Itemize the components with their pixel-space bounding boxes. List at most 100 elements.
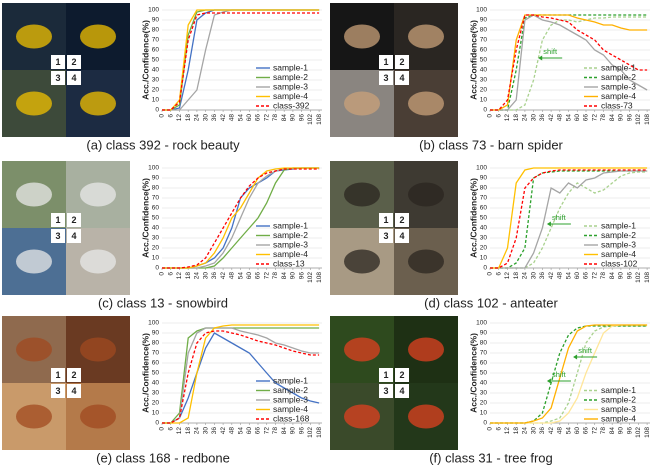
x-tick-label: 108: [644, 272, 651, 283]
x-tick-label: 30: [202, 427, 209, 435]
legend-label: sample-4: [273, 404, 308, 414]
x-tick-label: 24: [522, 272, 529, 280]
y-tick-label: 20: [152, 87, 160, 94]
annotation: shift: [552, 213, 567, 222]
image-number: 4: [71, 386, 76, 396]
image-number: 2: [399, 370, 404, 380]
legend-label: sample-3: [273, 394, 308, 404]
x-tick-label: 48: [229, 427, 236, 435]
y-tick-label: 50: [480, 370, 488, 377]
image-number: 2: [71, 370, 76, 380]
y-tick-label: 100: [476, 7, 487, 14]
x-tick-label: 96: [626, 272, 633, 280]
x-tick-label: 108: [316, 272, 323, 283]
x-tick-label: 60: [574, 427, 581, 435]
photo-subject: [344, 250, 380, 274]
image-number: 3: [55, 231, 60, 241]
photo-subject: [344, 25, 380, 49]
caption: (c) class 13 - snowbird: [98, 295, 228, 310]
x-tick-label: 78: [272, 272, 279, 280]
x-tick-label: 72: [591, 427, 598, 435]
x-tick-label: 90: [618, 272, 625, 280]
y-tick-label: 0: [483, 107, 487, 114]
photo-subject: [16, 405, 52, 429]
figure: 1234010203040506070809010006121824303642…: [0, 0, 652, 468]
image-number: 1: [55, 215, 60, 225]
y-tick-label: 70: [152, 350, 160, 357]
y-tick-label: 100: [148, 320, 159, 327]
photo-subject: [344, 405, 380, 429]
x-tick-label: 102: [307, 272, 314, 283]
legend-label: class-102: [601, 258, 638, 268]
y-tick-label: 50: [152, 215, 160, 222]
x-tick-label: 42: [220, 272, 227, 280]
y-tick-label: 90: [480, 17, 488, 24]
legend-label: sample-2: [273, 72, 308, 82]
y-tick-label: 0: [155, 265, 159, 272]
x-tick-label: 84: [281, 272, 288, 280]
x-tick-label: 0: [487, 272, 494, 276]
legend-label: sample-4: [601, 413, 636, 423]
image-number: 1: [55, 57, 60, 67]
y-tick-label: 80: [152, 340, 160, 347]
x-tick-label: 84: [281, 427, 288, 435]
x-tick-label: 42: [220, 114, 227, 122]
x-tick-label: 36: [539, 114, 546, 122]
y-tick-label: 60: [480, 360, 488, 367]
y-tick-label: 20: [152, 400, 160, 407]
image-number: 4: [71, 73, 76, 83]
x-tick-label: 72: [591, 114, 598, 122]
legend-label: sample-1: [273, 62, 308, 72]
y-tick-label: 100: [476, 165, 487, 172]
y-tick-label: 30: [152, 77, 160, 84]
y-tick-label: 80: [480, 27, 488, 34]
image-number: 4: [399, 386, 404, 396]
y-tick-label: 40: [480, 225, 488, 232]
x-tick-label: 0: [487, 427, 494, 431]
legend-label: sample-3: [273, 81, 308, 91]
x-tick-label: 66: [583, 272, 590, 280]
y-axis-label: Acc./Confidence(%): [140, 178, 150, 258]
x-tick-label: 0: [159, 427, 166, 431]
image-number: 1: [55, 370, 60, 380]
x-tick-label: 54: [565, 114, 572, 122]
caption: (d) class 102 - anteater: [424, 295, 558, 310]
legend-label: class-73: [601, 100, 633, 110]
x-tick-label: 96: [626, 114, 633, 122]
x-tick-label: 66: [583, 427, 590, 435]
x-tick-label: 12: [504, 427, 511, 435]
y-tick-label: 100: [476, 320, 487, 327]
x-tick-label: 36: [211, 114, 218, 122]
y-axis-label: Acc./Confidence(%): [140, 20, 150, 100]
photo-subject: [16, 338, 52, 362]
x-tick-label: 90: [618, 427, 625, 435]
image-number: 4: [399, 231, 404, 241]
x-tick-label: 66: [255, 114, 262, 122]
legend-label: sample-3: [601, 81, 636, 91]
photo-subject: [344, 92, 380, 116]
image-number: 2: [71, 215, 76, 225]
x-tick-label: 42: [548, 427, 555, 435]
y-tick-label: 50: [152, 370, 160, 377]
y-tick-label: 50: [152, 57, 160, 64]
photo-subject: [408, 183, 444, 207]
photo-subject: [408, 250, 444, 274]
image-number: 3: [55, 73, 60, 83]
y-tick-label: 30: [480, 77, 488, 84]
photo-subject: [16, 250, 52, 274]
x-tick-label: 90: [290, 272, 297, 280]
legend-label: class-13: [273, 258, 305, 268]
y-tick-label: 30: [480, 390, 488, 397]
legend-label: sample-1: [601, 385, 636, 395]
x-tick-label: 18: [513, 272, 520, 280]
x-tick-label: 54: [237, 427, 244, 435]
image-number: 3: [383, 231, 388, 241]
y-tick-label: 20: [480, 400, 488, 407]
image-number: 2: [71, 57, 76, 67]
y-tick-label: 40: [152, 380, 160, 387]
x-tick-label: 78: [272, 427, 279, 435]
y-tick-label: 20: [480, 245, 488, 252]
y-axis-label: Acc./Confidence(%): [140, 333, 150, 413]
photo-subject: [408, 92, 444, 116]
x-tick-label: 54: [565, 272, 572, 280]
